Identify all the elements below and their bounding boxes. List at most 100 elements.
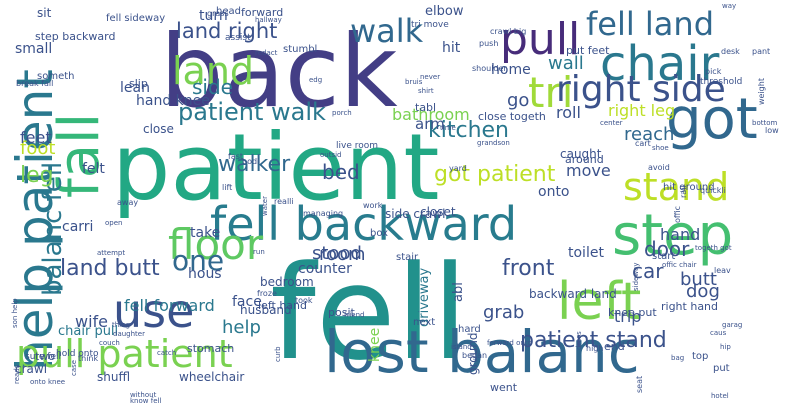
word-box: box	[370, 228, 389, 239]
word-patient-walk: patient walk	[178, 98, 326, 126]
word-knee-put: knee put	[608, 306, 657, 319]
word-right-hand: right hand	[661, 300, 719, 313]
word-counter: counter	[298, 261, 352, 277]
word-move: move	[566, 161, 611, 180]
word-fell: fell	[270, 237, 468, 389]
word-land-right: land right	[176, 19, 278, 43]
word-sit: sit	[37, 6, 52, 20]
word-break-fall: break fall	[16, 79, 54, 88]
word-shoe: shoe	[652, 144, 669, 152]
word-fell-backward: fell backward	[210, 197, 518, 251]
word-high: high	[586, 344, 604, 353]
word-backward-land: backward land	[529, 287, 617, 301]
word-patient-stand: patient stand	[520, 328, 667, 353]
word-push: push	[479, 39, 499, 48]
word-never: never	[420, 73, 441, 81]
word-hit-ground: hit ground	[663, 182, 715, 193]
word-hard: hard	[458, 324, 481, 335]
word-without: without	[130, 391, 157, 399]
word-work: work	[363, 201, 383, 210]
word-go: go	[507, 90, 530, 111]
word-hallway: hallway	[255, 16, 282, 24]
word-bag: bag	[671, 354, 685, 362]
word-hand-knee: hand knee	[136, 93, 210, 109]
word-tri: tri	[528, 68, 574, 117]
word-time: time	[440, 124, 456, 132]
word-end: end	[604, 340, 625, 353]
word-togeth-got: togeth got	[695, 244, 732, 252]
word-pull-patient: pull patient	[16, 332, 233, 376]
word-catch: catch	[157, 349, 177, 357]
word-bottom: bottom	[752, 119, 778, 127]
word-foot: foot	[20, 138, 56, 159]
word-open: open	[105, 219, 123, 227]
word-dress: dress	[575, 331, 583, 350]
word-away: away	[117, 198, 139, 207]
word-felt: felt	[82, 161, 105, 177]
word-took: took	[295, 296, 313, 305]
word-floor: floor	[168, 220, 264, 269]
word-wheelchair: wheelchair	[179, 370, 245, 384]
word-froze: froze	[257, 289, 277, 298]
word-caus: caus	[710, 329, 727, 337]
word-island: island	[451, 343, 472, 351]
word-bodi: bodi	[242, 157, 260, 166]
word-take: take	[190, 225, 221, 241]
word-leav: leav	[714, 266, 731, 275]
word-close: close	[143, 122, 174, 136]
word-center: center	[600, 119, 623, 127]
word-slip: slip	[129, 77, 148, 90]
word-outsid: outsid	[320, 151, 342, 159]
word-realli: realli	[274, 197, 294, 206]
word-bed: bed	[322, 160, 360, 184]
word-cart: cart	[635, 139, 651, 148]
word-feet: feet	[20, 128, 52, 147]
word-water: water	[261, 196, 269, 216]
word-hit: hit	[442, 40, 461, 56]
word-face: face	[232, 294, 262, 310]
word-elbow: elbow	[425, 4, 464, 19]
word-knee: knee	[367, 327, 383, 362]
word-someth: someth	[37, 71, 75, 82]
word-got-patient: got patient	[434, 162, 556, 187]
word-kitchen: kitchen	[428, 118, 509, 143]
word-grab: grab	[483, 302, 525, 323]
word-reads: reads	[13, 364, 21, 384]
word-onto: onto	[538, 184, 570, 200]
word-hand: hand	[660, 225, 701, 244]
word-roll: roll	[556, 103, 581, 122]
word-shoulder: shoulder	[472, 64, 507, 73]
word-lift: lift	[222, 183, 233, 192]
word-couch: couch	[99, 339, 120, 347]
word-start: start	[652, 251, 676, 262]
word-offic: offic	[673, 205, 682, 223]
word-toilet: toilet	[568, 245, 604, 261]
word-home: home	[491, 62, 531, 78]
word-two: two	[35, 350, 56, 363]
word-car: car	[632, 259, 664, 283]
word-dog: dog	[686, 281, 720, 302]
word-curb: curb	[274, 346, 282, 362]
word-step: step	[612, 203, 734, 268]
word-land: land	[172, 49, 255, 93]
word-quickli: quickli	[700, 186, 726, 195]
word-pick: pick	[705, 67, 722, 76]
word-reach: reach	[624, 124, 675, 145]
word-land-butt: land butt	[60, 256, 160, 281]
word-porch: porch	[332, 109, 352, 117]
word-shirt: shirt	[418, 87, 434, 95]
word-lean: lean	[120, 80, 150, 96]
word-managing: managing	[303, 209, 344, 218]
word-front: front	[502, 256, 555, 281]
word-know-fell: know fell	[130, 397, 162, 405]
word-hip: hip	[720, 343, 731, 351]
word-threshold: threshold	[700, 77, 743, 87]
word-low: low	[765, 126, 779, 135]
word-step-backward: step backward	[35, 30, 116, 43]
word-grandson: grandson	[477, 139, 510, 147]
word-onto-knee: onto knee	[30, 378, 66, 386]
word-side-crawl: side crawl	[385, 207, 446, 221]
word-think: think	[78, 354, 99, 363]
word-trip: trip	[614, 307, 642, 326]
word-stair: stair	[396, 252, 419, 263]
